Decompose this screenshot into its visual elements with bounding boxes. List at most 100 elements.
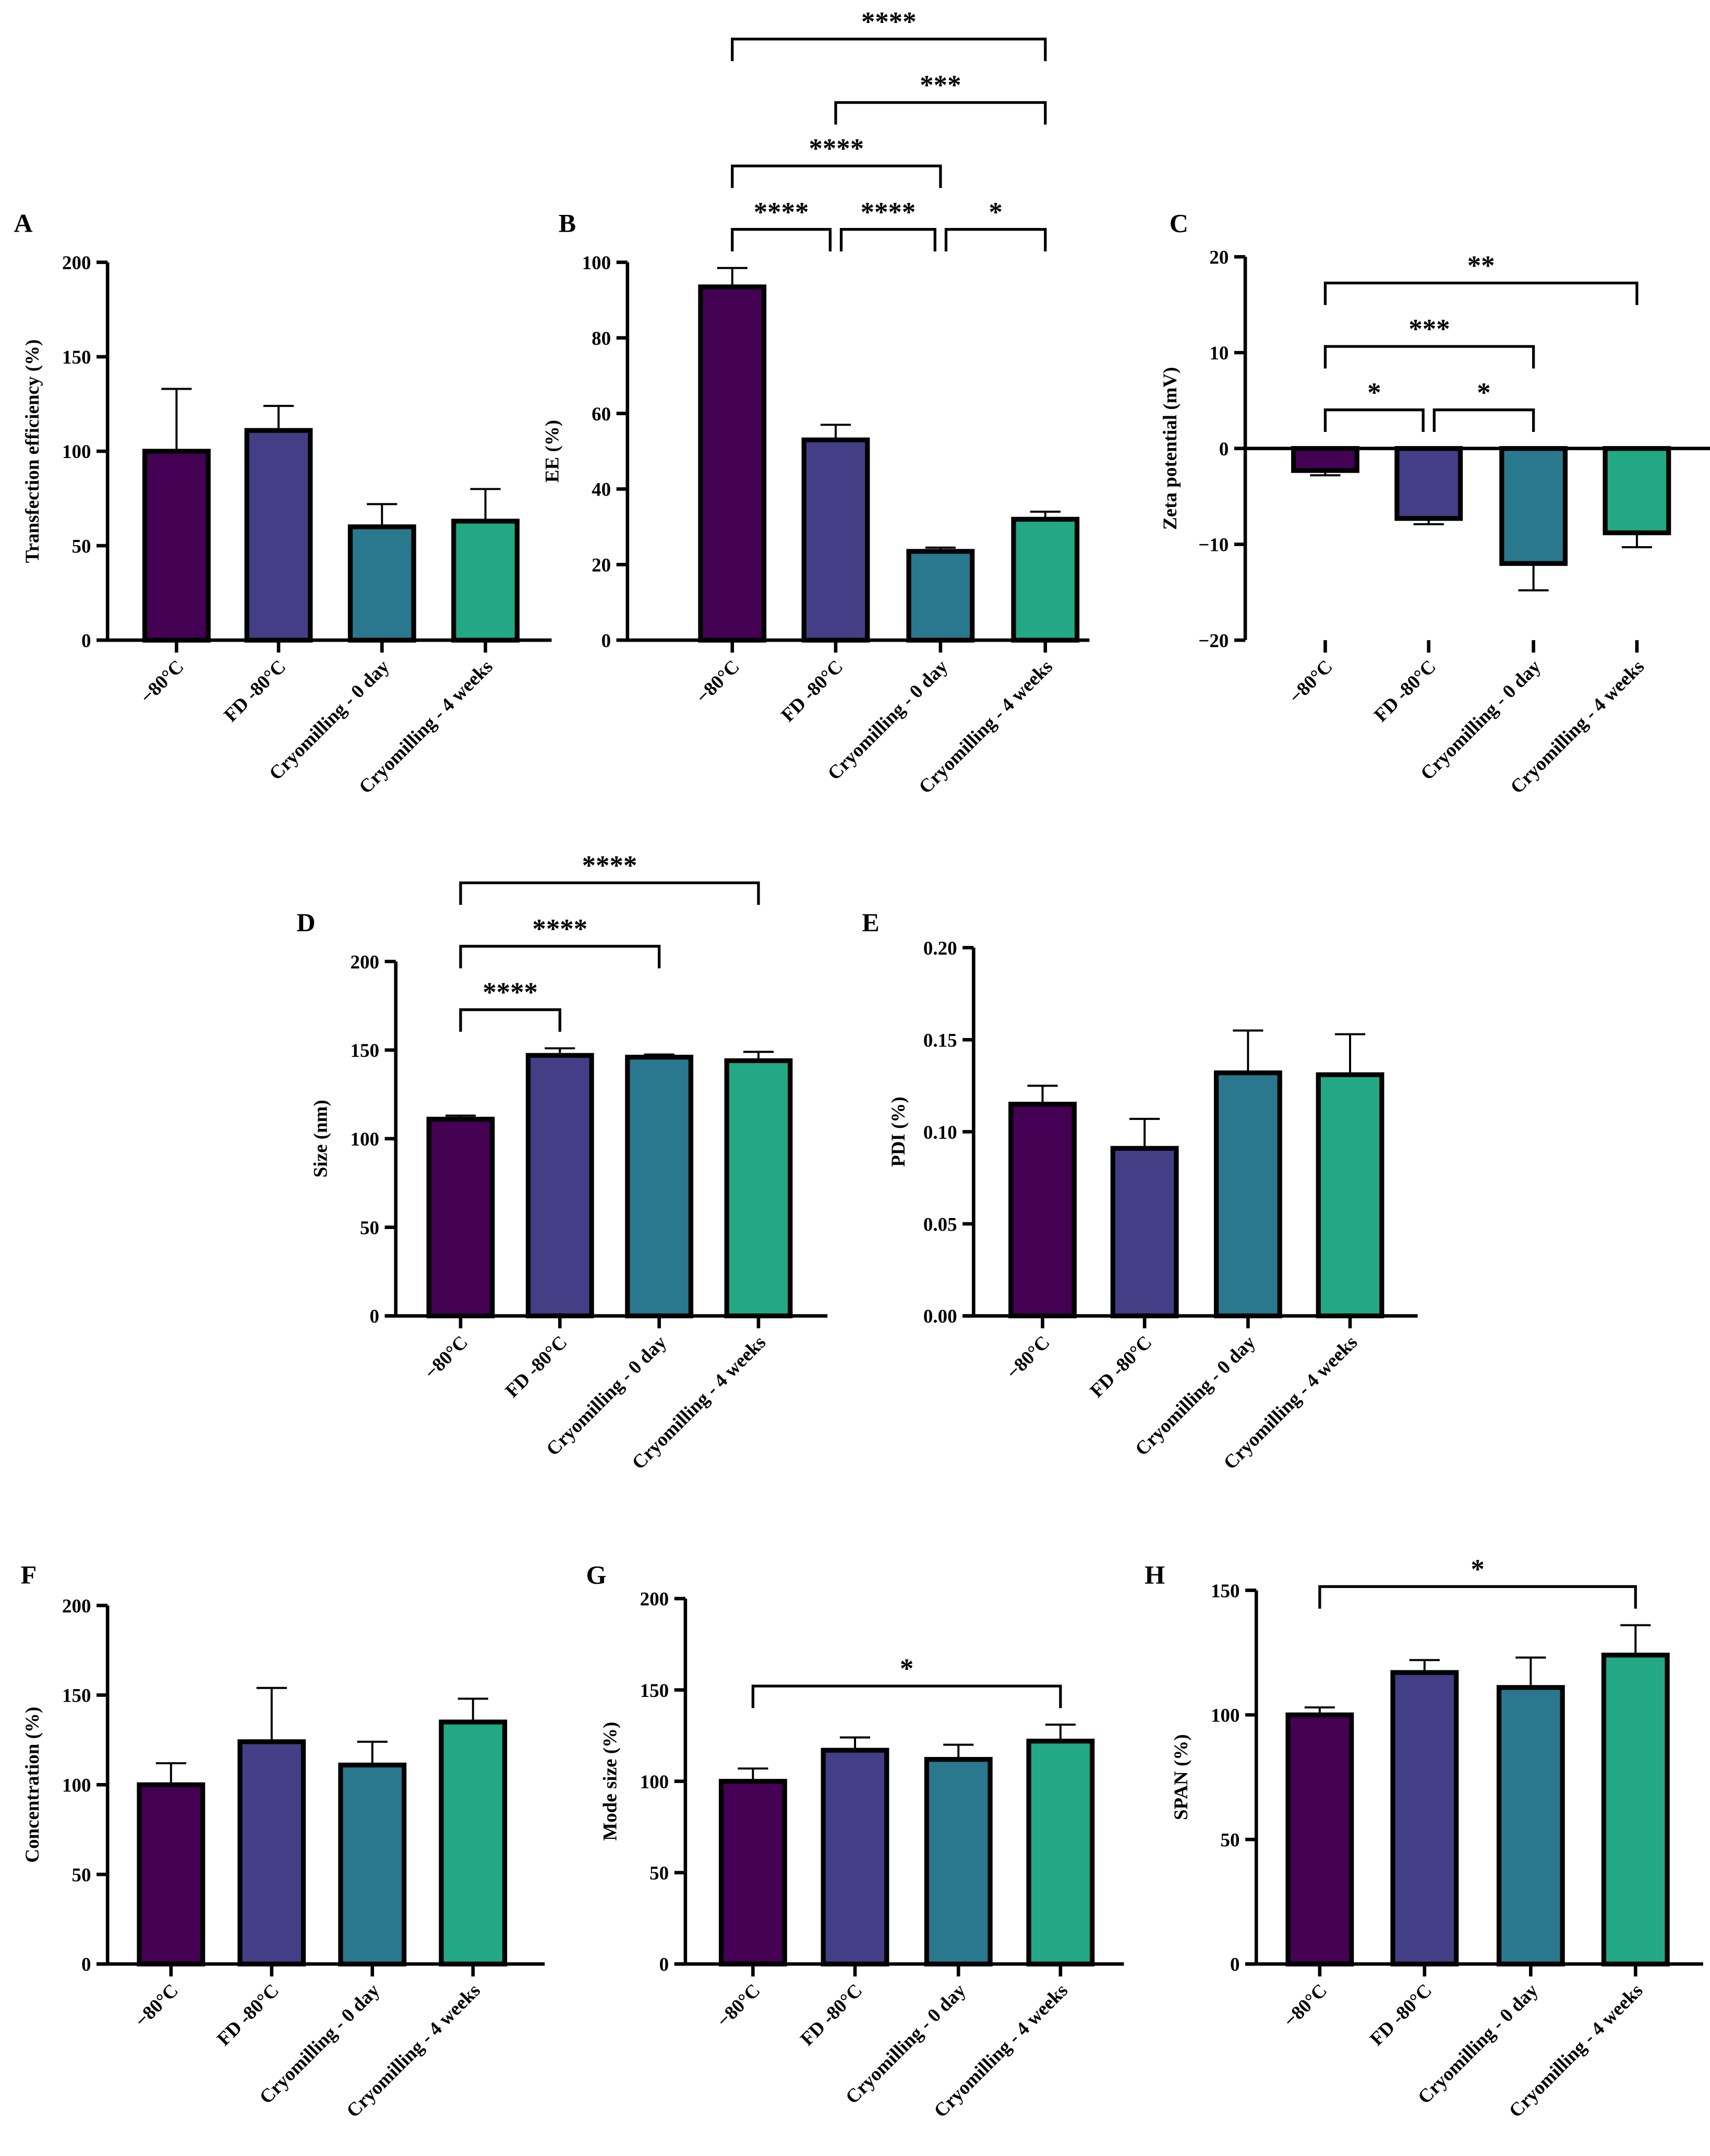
bar <box>244 428 313 643</box>
bar <box>1026 1739 1095 1967</box>
y-tick-label: 50 <box>360 1218 379 1239</box>
significance-bracket <box>1318 1585 1637 1609</box>
significance-label: * <box>1477 378 1490 408</box>
panel-a: A 0 50 100 150 200 Transfection efficiency (%)… <box>14 209 552 798</box>
significance-label: * <box>1367 378 1381 408</box>
x-tick-label: FD -80°C <box>777 656 848 726</box>
y-tick-label: 100 <box>350 1129 379 1150</box>
y-tick-label: 60 <box>592 404 611 425</box>
y-tick-label: 0.10 <box>923 1122 957 1143</box>
y-tick-label: 0 <box>81 1954 91 1976</box>
significance-bracket <box>1323 345 1535 369</box>
x-tick-label: FD -80°C <box>797 1980 867 2050</box>
y-tick-label: 200 <box>62 1596 91 1617</box>
bar <box>525 1053 594 1319</box>
panel-letter: A <box>14 209 32 238</box>
y-tick-label: 0 <box>601 630 611 652</box>
y-tick-label: 0.00 <box>923 1306 957 1328</box>
panel-letter: C <box>1170 209 1188 238</box>
significance-label: **** <box>809 134 864 164</box>
y-tick-label: 50 <box>649 1863 669 1884</box>
y-tick-label: 200 <box>640 1589 669 1610</box>
y-tick-label: 0 <box>81 630 91 652</box>
bar <box>347 524 416 643</box>
y-tick-label: 0.20 <box>923 938 957 959</box>
y-tick-label: 100 <box>62 1775 91 1797</box>
x-tick-label: −80°C <box>713 1980 764 2031</box>
panel-letter: G <box>586 1560 607 1589</box>
significance-bracket <box>459 1008 561 1032</box>
significance-label: * <box>989 197 1002 227</box>
bar <box>1285 1712 1354 1967</box>
panel-e: E 0.00 0.05 0.10 0.15 0.20 PDI (%) −80°C FD -80°… <box>862 908 1418 1474</box>
bar <box>821 1748 889 1967</box>
significance-label: **** <box>532 914 587 944</box>
x-tick-label: −80°C <box>1280 1980 1331 2031</box>
bar <box>1496 1685 1565 1967</box>
y-tick-label: −20 <box>1198 630 1229 652</box>
significance-label: *** <box>920 70 961 101</box>
bar <box>237 1739 306 1967</box>
bar <box>801 437 870 643</box>
significance-bracket <box>1432 408 1535 432</box>
bar <box>1499 446 1568 566</box>
bar <box>906 549 975 643</box>
x-tick-label: −80°C <box>692 656 744 707</box>
bar <box>439 1719 508 1967</box>
y-tick-label: 40 <box>592 479 611 501</box>
y-tick-label: 100 <box>582 252 611 274</box>
bar <box>1291 446 1359 473</box>
x-tick-label: −80°C <box>420 1332 472 1383</box>
significance-label: **** <box>754 197 809 227</box>
panel-c: C −20 −10 0 10 20 Zeta potential (mV) −80°C FD -… <box>1160 209 1710 798</box>
bar <box>1011 516 1080 643</box>
significance-bracket <box>731 228 832 251</box>
significance-bracket <box>459 945 661 969</box>
y-tick-label: −10 <box>1198 535 1229 556</box>
bar <box>698 284 767 643</box>
panel-letter: F <box>21 1560 37 1589</box>
bar <box>1110 1146 1179 1319</box>
y-axis-label: EE (%) <box>542 420 563 483</box>
significance-label: * <box>900 1654 913 1684</box>
bar <box>924 1757 993 1967</box>
bar <box>1601 1653 1670 1967</box>
y-tick-label: 150 <box>1211 1581 1240 1602</box>
significance-label: **** <box>483 978 538 1008</box>
significance-bracket <box>834 101 1047 125</box>
x-tick-label: −80°C <box>1002 1332 1054 1383</box>
y-axis-label: Size (nm) <box>310 1100 332 1177</box>
significance-bracket <box>731 38 1047 62</box>
bar <box>338 1762 407 1967</box>
significance-label: **** <box>861 197 916 227</box>
y-tick-label: 20 <box>592 555 611 576</box>
y-tick-label: 0 <box>1230 1954 1240 1976</box>
panel-f: F 0 50 100 150 200 Concentration (%) −80°C FD -8… <box>21 1560 545 2122</box>
bar <box>142 449 211 643</box>
panel-letter: D <box>296 908 315 937</box>
y-tick-label: 150 <box>350 1040 379 1062</box>
y-tick-label: 150 <box>640 1680 669 1702</box>
y-tick-label: 50 <box>71 536 91 557</box>
bar <box>1008 1102 1077 1319</box>
bar <box>724 1058 793 1319</box>
y-axis-label: SPAN (%) <box>1171 1734 1192 1820</box>
significance-bracket <box>751 1684 1062 1708</box>
bar <box>137 1782 206 1967</box>
panel-letter: H <box>1145 1560 1165 1589</box>
bar <box>625 1054 694 1319</box>
y-axis-label: Mode size (%) <box>600 1722 621 1841</box>
y-tick-label: 20 <box>1209 247 1229 268</box>
significance-label: ** <box>1467 251 1495 281</box>
x-tick-label: FD -80°C <box>1086 1332 1157 1402</box>
bar <box>1213 1070 1282 1319</box>
significance-label: * <box>1471 1555 1484 1585</box>
bar <box>718 1779 787 1967</box>
y-tick-label: 50 <box>1221 1829 1240 1851</box>
bar <box>426 1116 495 1319</box>
y-tick-label: 0 <box>1219 439 1229 460</box>
